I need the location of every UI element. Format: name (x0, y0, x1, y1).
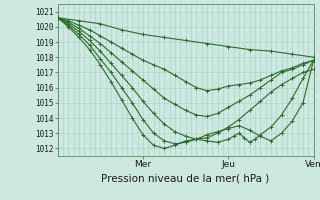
X-axis label: Pression niveau de la mer( hPa ): Pression niveau de la mer( hPa ) (101, 173, 270, 183)
